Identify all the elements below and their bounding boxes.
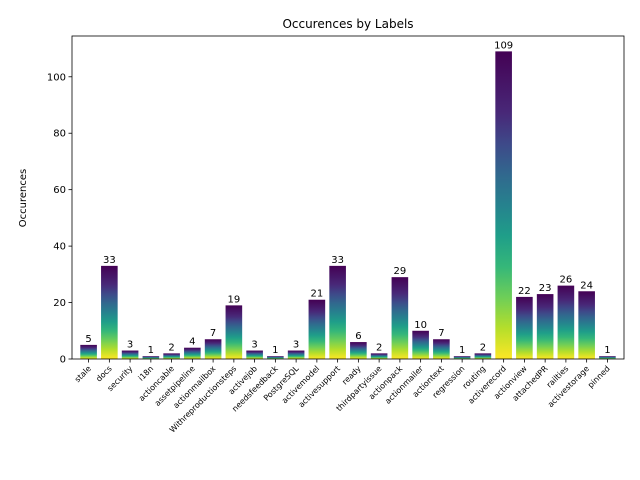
bar xyxy=(453,356,471,359)
bar-value-label: 1 xyxy=(272,345,278,356)
y-tick-label: 60 xyxy=(53,185,66,196)
bar xyxy=(101,265,118,359)
bar xyxy=(287,350,305,359)
bar-value-label: 7 xyxy=(210,328,216,339)
y-tick-label: 80 xyxy=(53,129,66,140)
bar xyxy=(80,344,97,359)
bar xyxy=(163,353,180,359)
bar-value-label: 23 xyxy=(539,283,552,294)
bar-value-label: 2 xyxy=(480,342,486,353)
x-tick-label: pinned xyxy=(586,364,612,390)
plot-frame xyxy=(71,35,625,360)
bar xyxy=(516,296,533,359)
bar-value-label: 3 xyxy=(293,340,299,351)
bar xyxy=(142,356,160,359)
bar xyxy=(350,342,367,359)
bar-value-label: 33 xyxy=(103,255,116,266)
bar xyxy=(578,291,595,359)
y-tick-label: 100 xyxy=(47,72,66,83)
bar xyxy=(433,339,450,359)
bar-value-label: 3 xyxy=(251,340,257,351)
bar xyxy=(267,356,284,359)
bar xyxy=(412,330,429,359)
bar xyxy=(599,356,616,359)
bar-value-label: 5 xyxy=(85,334,91,345)
bar-value-label: 2 xyxy=(376,342,382,353)
bar-value-label: 109 xyxy=(494,40,513,51)
bar xyxy=(557,285,575,359)
bar xyxy=(391,277,409,359)
bar-value-label: 33 xyxy=(331,255,344,266)
y-axis-label: Occurences xyxy=(18,169,29,227)
bar-value-label: 19 xyxy=(227,294,240,305)
bar-value-label: 3 xyxy=(127,340,133,351)
bar-value-label: 6 xyxy=(355,331,361,342)
bar xyxy=(121,350,139,359)
bar-value-label: 1 xyxy=(148,345,154,356)
bar xyxy=(308,299,326,359)
bar xyxy=(246,350,263,359)
bar xyxy=(495,51,512,359)
bar-value-label: 22 xyxy=(518,286,531,297)
bar-value-label: 21 xyxy=(311,289,324,300)
chart-title: Occurences by Labels xyxy=(282,17,413,31)
bar-value-label: 24 xyxy=(580,280,593,291)
bar-value-label: 29 xyxy=(394,266,407,277)
bar xyxy=(370,353,388,359)
y-tick-label: 40 xyxy=(53,242,66,253)
bar xyxy=(329,265,346,359)
bar xyxy=(536,294,554,359)
bar xyxy=(184,347,201,359)
bar xyxy=(204,339,222,359)
bar-value-label: 7 xyxy=(438,328,444,339)
bar-value-label: 1 xyxy=(459,345,465,356)
bar-value-label: 10 xyxy=(414,320,427,331)
bar-value-label: 26 xyxy=(560,275,573,286)
y-tick-label: 0 xyxy=(60,355,66,366)
bar-value-label: 1 xyxy=(604,345,610,356)
bar xyxy=(474,353,492,359)
y-tick-label: 20 xyxy=(53,298,66,309)
bar-value-label: 2 xyxy=(168,342,174,353)
x-tick-label: stale xyxy=(73,364,93,384)
bar xyxy=(225,305,243,359)
bar-value-label: 4 xyxy=(189,337,195,348)
